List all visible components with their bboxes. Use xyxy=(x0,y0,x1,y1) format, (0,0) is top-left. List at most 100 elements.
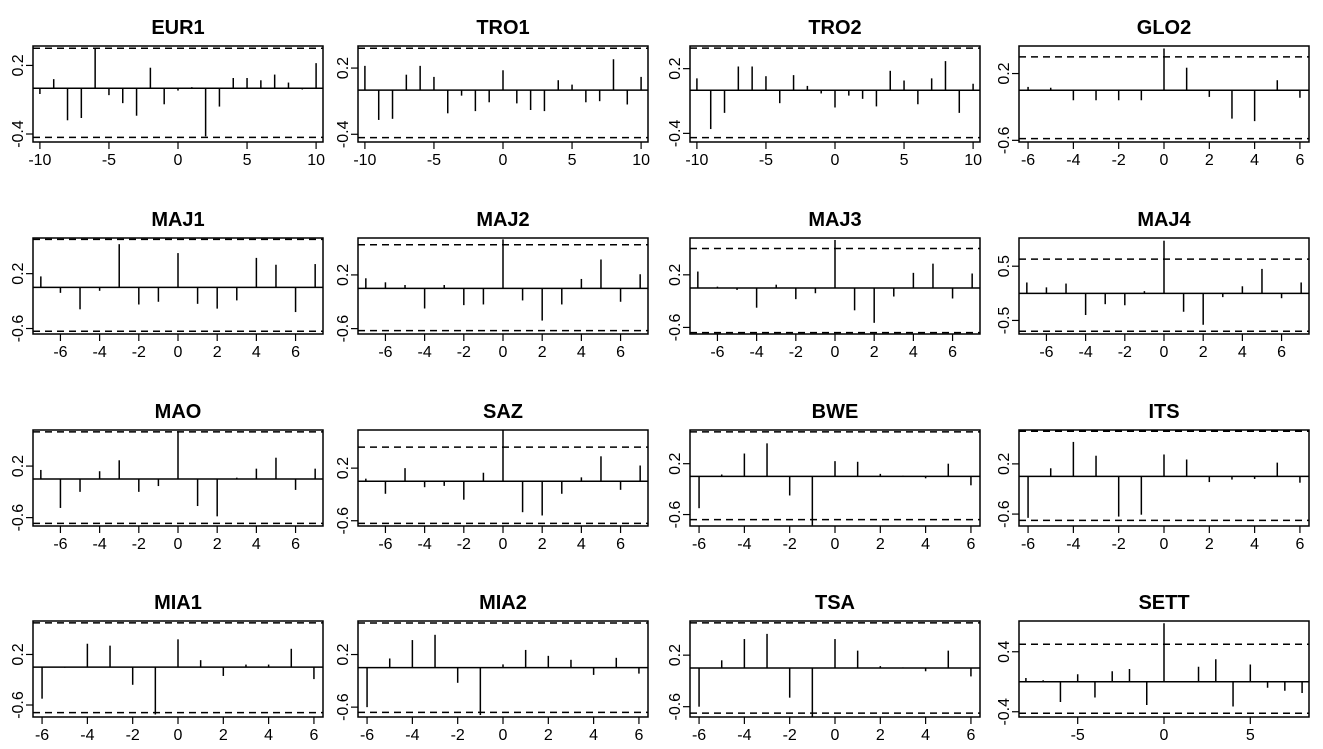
x-tick-label: -4 xyxy=(737,536,751,553)
x-tick-label: 4 xyxy=(264,727,273,744)
x-tick-label: -2 xyxy=(789,344,803,361)
x-tick-label: 10 xyxy=(964,152,982,169)
x-tick-label: 6 xyxy=(616,536,625,553)
x-tick-label: 5 xyxy=(1246,727,1255,744)
x-tick-label: 4 xyxy=(577,344,586,361)
y-tick-label: 0.2 xyxy=(335,457,352,479)
y-tick-label: 0.2 xyxy=(10,643,27,665)
panel-mao: MAO -6 -4 -2 0 2 4 6 -0.6 0.2 xyxy=(10,401,324,553)
x-tick-label: -4 xyxy=(418,344,432,361)
x-tick-label: -2 xyxy=(783,727,797,744)
x-tick-label: 6 xyxy=(1295,152,1304,169)
y-tick-label: -0.4 xyxy=(335,120,352,148)
y-tick-label: -0.6 xyxy=(996,126,1013,154)
x-tick-label: 4 xyxy=(921,727,930,744)
x-tick-label: -10 xyxy=(28,152,51,169)
x-tick-label: -2 xyxy=(1112,152,1126,169)
panel-title: MAO xyxy=(155,401,202,423)
x-tick-label: -6 xyxy=(378,536,392,553)
x-tick-label: 6 xyxy=(948,344,957,361)
x-tick-label: -6 xyxy=(692,727,706,744)
x-tick-label: -4 xyxy=(737,727,751,744)
y-tick-label: 0.2 xyxy=(996,62,1013,84)
panel-sett: SETT -5 0 5 -0.4 0.4 xyxy=(996,592,1310,744)
y-tick-label: 0.2 xyxy=(10,262,27,284)
y-tick-label: -0.6 xyxy=(10,691,27,719)
x-tick-label: 4 xyxy=(252,344,261,361)
panel-title: MAJ2 xyxy=(476,209,529,231)
x-tick-label: 0 xyxy=(499,536,508,553)
x-tick-label: 6 xyxy=(291,344,300,361)
x-tick-label: 2 xyxy=(538,536,547,553)
x-tick-label: 6 xyxy=(1295,536,1304,553)
panel-title: MIA2 xyxy=(479,592,527,614)
x-tick-label: 2 xyxy=(544,727,553,744)
panel-mia2: MIA2 -6 -4 -2 0 2 4 6 -0.6 0.2 xyxy=(335,592,649,744)
x-tick-label: 6 xyxy=(616,344,625,361)
plot-frame xyxy=(357,45,649,143)
plot-frame xyxy=(689,620,981,718)
y-tick-label: -0.6 xyxy=(10,315,27,343)
x-tick-label: 0 xyxy=(499,344,508,361)
x-tick-label: -6 xyxy=(1021,536,1035,553)
x-tick-label: 5 xyxy=(900,152,909,169)
y-tick-label: 0.5 xyxy=(996,255,1013,277)
x-tick-label: -2 xyxy=(132,536,146,553)
panel-saz: SAZ -6 -4 -2 0 2 4 6 -0.6 0.2 xyxy=(335,401,649,553)
y-tick-label: 0.2 xyxy=(667,644,684,666)
x-tick-label: -2 xyxy=(132,344,146,361)
plot-frame xyxy=(689,429,981,527)
y-tick-label: 0.2 xyxy=(335,643,352,665)
x-tick-label: -2 xyxy=(1112,536,1126,553)
panel-maj1: MAJ1 -6 -4 -2 0 2 4 6 -0.6 0.2 xyxy=(10,209,324,361)
x-tick-label: 4 xyxy=(1250,536,1259,553)
panel-tro1: TRO1 -10 -5 0 5 10 -0.4 0.2 xyxy=(335,17,650,169)
x-tick-label: 6 xyxy=(1277,344,1286,361)
x-tick-label: 0 xyxy=(174,727,183,744)
x-tick-label: -5 xyxy=(102,152,116,169)
panel-title: MIA1 xyxy=(154,592,202,614)
panel-glo2: GLO2 -6 -4 -2 0 2 4 6 -0.6 0.2 xyxy=(996,17,1310,169)
x-tick-label: -4 xyxy=(418,536,432,553)
x-tick-label: 4 xyxy=(921,536,930,553)
x-tick-label: 10 xyxy=(632,152,650,169)
panel-title: SAZ xyxy=(483,401,523,423)
y-tick-label: -0.6 xyxy=(667,314,684,342)
y-tick-label: -0.5 xyxy=(996,307,1013,335)
y-tick-label: -0.6 xyxy=(667,693,684,721)
x-tick-label: -4 xyxy=(80,727,94,744)
x-tick-label: 4 xyxy=(252,536,261,553)
panel-tsa: TSA -6 -4 -2 0 2 4 6 -0.6 0.2 xyxy=(667,592,981,744)
x-tick-label: 4 xyxy=(909,344,918,361)
x-tick-label: 5 xyxy=(243,152,252,169)
panel-maj2: MAJ2 -6 -4 -2 0 2 4 6 -0.6 0.2 xyxy=(335,209,649,361)
panel-title: MAJ4 xyxy=(1137,209,1191,231)
x-tick-label: -4 xyxy=(750,344,764,361)
panel-title: TRO1 xyxy=(476,17,529,39)
plot-frame xyxy=(32,45,324,143)
panel-bwe: BWE -6 -4 -2 0 2 4 6 -0.6 0.2 xyxy=(667,401,981,553)
x-tick-label: 0 xyxy=(831,536,840,553)
panel-maj4: MAJ4 -6 -4 -2 0 2 4 6 -0.5 0.5 xyxy=(996,209,1310,361)
x-tick-label: 0 xyxy=(1160,536,1169,553)
x-tick-label: 4 xyxy=(1250,152,1259,169)
panel-eur1: EUR1 -10 -5 0 5 10 -0.4 0.2 xyxy=(10,17,325,169)
x-tick-label: -2 xyxy=(126,727,140,744)
x-tick-label: -4 xyxy=(1079,344,1093,361)
x-tick-label: 0 xyxy=(831,727,840,744)
x-tick-label: -5 xyxy=(1071,727,1085,744)
x-tick-label: -5 xyxy=(427,152,441,169)
x-tick-label: 0 xyxy=(499,152,508,169)
x-tick-label: 6 xyxy=(291,536,300,553)
x-tick-label: -6 xyxy=(53,344,67,361)
x-tick-label: 2 xyxy=(1205,152,1214,169)
y-tick-label: 0.2 xyxy=(996,453,1013,475)
x-tick-label: -6 xyxy=(378,344,392,361)
x-tick-label: -10 xyxy=(685,152,708,169)
x-tick-label: 4 xyxy=(1238,344,1247,361)
panel-title: SETT xyxy=(1138,592,1189,614)
y-tick-label: 0.2 xyxy=(10,54,27,76)
y-tick-label: 0.4 xyxy=(996,641,1013,663)
y-tick-label: -0.6 xyxy=(335,315,352,343)
x-tick-label: -6 xyxy=(1039,344,1053,361)
